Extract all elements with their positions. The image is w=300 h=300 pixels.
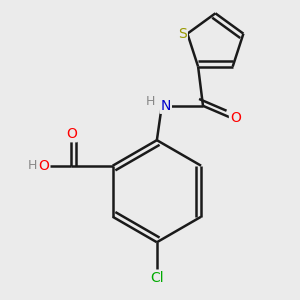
Text: O: O bbox=[66, 127, 77, 141]
Text: N: N bbox=[160, 99, 171, 113]
Text: O: O bbox=[38, 159, 50, 173]
Text: O: O bbox=[230, 111, 241, 124]
Text: H: H bbox=[28, 159, 37, 172]
Text: H: H bbox=[145, 95, 155, 108]
Text: Cl: Cl bbox=[150, 271, 164, 285]
Text: S: S bbox=[178, 27, 187, 41]
